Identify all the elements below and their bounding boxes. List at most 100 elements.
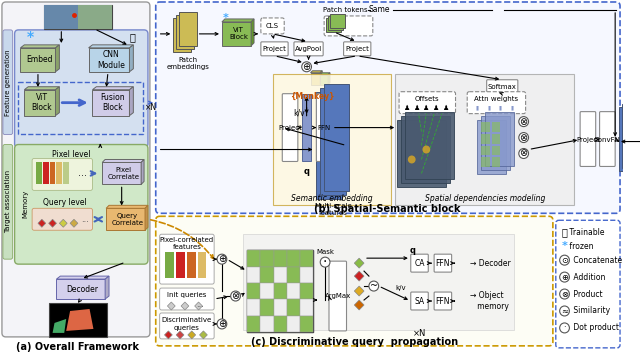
- Bar: [92, 90, 129, 116]
- Circle shape: [408, 155, 415, 163]
- Text: ⊗: ⊗: [520, 149, 528, 158]
- Bar: [310, 73, 320, 85]
- Polygon shape: [181, 302, 189, 310]
- Bar: [260, 316, 274, 332]
- Bar: [260, 250, 274, 267]
- Polygon shape: [168, 302, 175, 310]
- Bar: [247, 299, 260, 316]
- Polygon shape: [49, 219, 56, 227]
- Polygon shape: [70, 219, 78, 227]
- Text: CLS: CLS: [266, 23, 279, 29]
- Text: ConvFN: ConvFN: [594, 137, 621, 143]
- Text: Memory: Memory: [22, 190, 28, 219]
- Polygon shape: [164, 331, 172, 339]
- Text: Addition: Addition: [572, 273, 605, 282]
- Polygon shape: [56, 276, 109, 279]
- Polygon shape: [320, 73, 330, 75]
- Text: ·: ·: [323, 255, 327, 269]
- FancyBboxPatch shape: [316, 94, 332, 161]
- Bar: [56, 279, 105, 299]
- FancyBboxPatch shape: [411, 292, 428, 310]
- Text: Project: Project: [278, 125, 302, 131]
- Polygon shape: [355, 271, 364, 281]
- Bar: [247, 267, 260, 283]
- Bar: [36, 162, 42, 184]
- Text: ×N: ×N: [413, 329, 426, 339]
- Circle shape: [422, 145, 430, 154]
- Bar: [316, 92, 342, 199]
- FancyBboxPatch shape: [261, 42, 288, 56]
- Bar: [176, 15, 194, 49]
- Bar: [619, 107, 639, 172]
- Text: Pixel-correlated: Pixel-correlated: [160, 237, 214, 243]
- Text: Offsets: Offsets: [415, 96, 440, 102]
- FancyBboxPatch shape: [32, 208, 92, 230]
- Circle shape: [217, 254, 227, 264]
- Polygon shape: [251, 19, 254, 46]
- Text: *: *: [223, 13, 228, 23]
- Text: ♟: ♟: [413, 104, 420, 110]
- Bar: [56, 162, 62, 184]
- Text: ...: ...: [78, 168, 87, 178]
- Text: Discriminative: Discriminative: [162, 317, 212, 323]
- Bar: [625, 101, 640, 166]
- Bar: [63, 162, 69, 184]
- FancyBboxPatch shape: [344, 42, 371, 56]
- Text: CA: CA: [414, 259, 425, 268]
- Text: (b) Spatial-Semantic block: (b) Spatial-Semantic block: [314, 204, 461, 214]
- Polygon shape: [88, 45, 133, 48]
- Bar: [481, 116, 510, 170]
- Bar: [179, 12, 196, 46]
- Text: Spatial dependencies modeling: Spatial dependencies modeling: [424, 194, 545, 203]
- Bar: [247, 283, 260, 299]
- Bar: [247, 316, 260, 332]
- Text: ♟: ♟: [404, 104, 410, 110]
- Text: ⊗: ⊗: [561, 289, 568, 299]
- FancyBboxPatch shape: [2, 2, 150, 337]
- Text: embeddings: embeddings: [166, 64, 209, 70]
- Bar: [247, 250, 260, 267]
- Text: Attn weights: Attn weights: [474, 96, 518, 102]
- Polygon shape: [200, 331, 207, 339]
- Polygon shape: [106, 205, 148, 208]
- FancyBboxPatch shape: [15, 144, 148, 264]
- Text: Concatenate: Concatenate: [572, 256, 623, 265]
- Text: Init queries: Init queries: [167, 292, 207, 298]
- Bar: [301, 94, 312, 161]
- Bar: [324, 84, 349, 191]
- Bar: [300, 299, 314, 316]
- Text: Softmax: Softmax: [488, 84, 516, 90]
- Bar: [287, 316, 300, 332]
- Bar: [43, 162, 49, 184]
- FancyBboxPatch shape: [434, 292, 452, 310]
- Text: Project: Project: [262, 46, 287, 52]
- Text: ⊗: ⊗: [232, 291, 239, 301]
- Bar: [49, 303, 107, 337]
- FancyBboxPatch shape: [159, 288, 214, 310]
- Text: Same: Same: [369, 5, 390, 14]
- Bar: [300, 250, 314, 267]
- Text: features: features: [319, 210, 348, 216]
- Bar: [88, 48, 129, 72]
- Text: Query
Correlate: Query Correlate: [111, 213, 143, 226]
- Text: Similarity: Similarity: [572, 306, 611, 316]
- Bar: [492, 121, 500, 132]
- Bar: [287, 267, 300, 283]
- Circle shape: [217, 319, 227, 329]
- Text: Trainable: Trainable: [568, 228, 605, 237]
- Text: ♟: ♟: [443, 104, 449, 110]
- Bar: [405, 112, 454, 179]
- Bar: [300, 283, 314, 299]
- FancyBboxPatch shape: [32, 158, 92, 190]
- Bar: [287, 299, 300, 316]
- Bar: [287, 283, 300, 299]
- FancyBboxPatch shape: [156, 216, 553, 346]
- Bar: [481, 121, 490, 132]
- Polygon shape: [222, 19, 254, 22]
- Text: ×N: ×N: [145, 103, 157, 112]
- Text: 🔥: 🔥: [562, 227, 568, 237]
- Text: SA: SA: [415, 297, 424, 305]
- Text: k/v: k/v: [293, 108, 305, 117]
- Polygon shape: [195, 302, 202, 310]
- Text: FFN: FFN: [317, 125, 331, 131]
